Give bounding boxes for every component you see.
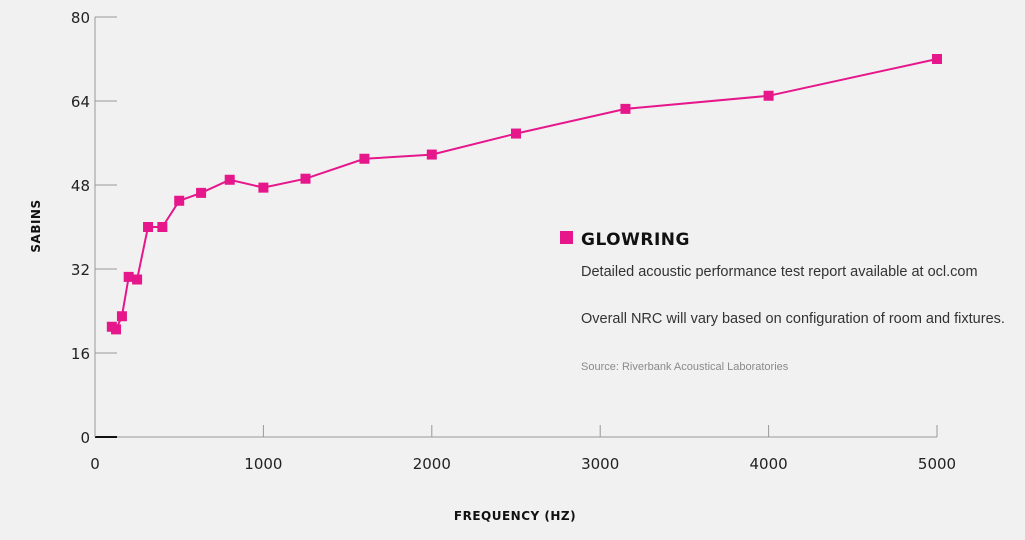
data-point [300,173,311,184]
data-point [111,324,122,335]
x-tick-label: 4000 [750,455,788,473]
data-point [359,153,370,164]
x-tick-label: 1000 [244,455,282,473]
data-point [123,271,134,282]
data-point [258,182,269,193]
data-point [143,222,154,232]
data-point [932,54,942,64]
data-point [426,149,437,160]
legend-swatch [560,231,573,244]
annotation-nrc: Overall NRC will vary based on configura… [581,311,1005,327]
data-point [157,222,168,232]
legend: GLOWRING Detailed acoustic performance t… [560,230,1005,373]
y-axis: 0 16 32 48 64 80 [71,9,117,447]
x-tick-label: 2000 [413,455,451,473]
y-tick-label: 80 [71,9,90,27]
y-tick-label: 0 [80,429,90,447]
y-tick-label: 32 [71,261,90,279]
y-tick-label: 64 [71,93,90,111]
x-tick-label: 0 [90,455,100,473]
data-point [511,128,521,139]
x-axis: 0 1000 2000 3000 4000 5000 [90,425,956,473]
data-point [224,174,235,185]
legend-series-name: GLOWRING [581,230,690,250]
annotation-report: Detailed acoustic performance test repor… [581,264,978,280]
x-tick-label: 5000 [918,455,956,473]
y-tick-label: 16 [71,345,90,363]
series-layer [106,54,942,335]
data-point [763,90,774,101]
x-axis-title: FREQUENCY (HZ) [454,509,576,523]
x-tick-label: 3000 [581,455,619,473]
annotation-source: Source: Riverbank Acoustical Laboratorie… [581,361,789,373]
y-tick-label: 48 [71,177,90,195]
data-point [132,274,143,285]
data-point [620,103,631,114]
y-axis-title: SABINS [29,199,43,252]
data-point [174,195,185,206]
data-point [196,187,207,198]
series-line [111,58,938,331]
data-point [116,311,127,322]
